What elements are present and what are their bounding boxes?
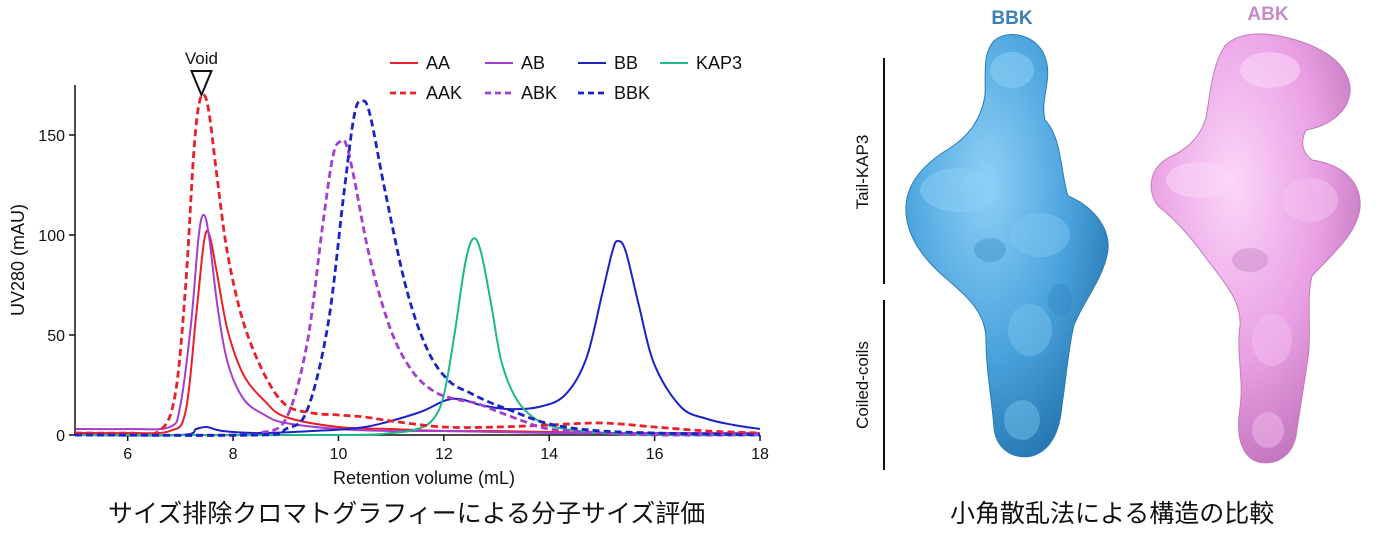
series-line-bb bbox=[74, 239, 761, 437]
y-tick-label: 100 bbox=[38, 228, 65, 245]
legend-label-bbk: BBK bbox=[614, 83, 650, 103]
void-triangle bbox=[189, 70, 213, 98]
legend-label-aak: AAK bbox=[426, 83, 462, 103]
y-tick-label: 50 bbox=[47, 328, 65, 345]
legend-label-ab: AB bbox=[521, 53, 545, 73]
structures-caption: 小角散乱法による構造の比較 bbox=[950, 499, 1275, 528]
x-axis-label: Retention volume (mL) bbox=[333, 468, 515, 488]
chart-series bbox=[74, 93, 761, 437]
legend-label-aa: AA bbox=[426, 53, 450, 73]
legend-label-kap3: KAP3 bbox=[696, 53, 742, 73]
sec-chart: 6 8 10 12 14 16 18 0 50 100 150 Void AA AB BB KAP3 AAK… bbox=[8, 49, 769, 488]
x-tick-label: 14 bbox=[540, 446, 558, 463]
x-tick-label: 16 bbox=[646, 446, 664, 463]
saxs-structures: Tail-KAP3 Coiled-coils BBK ABK bbox=[853, 4, 1361, 470]
legend-label-bb: BB bbox=[614, 53, 638, 73]
chart-legend: AA AB BB KAP3 AAK ABK BBK bbox=[390, 53, 742, 103]
x-tick-label: 10 bbox=[330, 446, 348, 463]
tail-kap3-label: Tail-KAP3 bbox=[853, 135, 872, 210]
series-line-aak bbox=[74, 93, 761, 436]
void-label: Void bbox=[185, 49, 218, 68]
series-line-abk bbox=[74, 138, 761, 437]
bbk-model-title: BBK bbox=[991, 8, 1032, 29]
series-line-aa bbox=[74, 229, 760, 435]
series-line-ab bbox=[74, 213, 760, 435]
series-line-kap3 bbox=[74, 237, 761, 437]
chart-caption: サイズ排除クロマトグラフィーによる分子サイズ評価 bbox=[108, 499, 706, 528]
y-tick-label: 150 bbox=[38, 128, 65, 145]
coiled-coils-label: Coiled-coils bbox=[853, 341, 872, 429]
x-tick-label: 12 bbox=[435, 446, 453, 463]
legend-label-abk: ABK bbox=[521, 83, 557, 103]
x-tick-label: 8 bbox=[229, 446, 238, 463]
series-line-bbk bbox=[74, 99, 761, 437]
x-tick-label: 18 bbox=[751, 446, 769, 463]
void-marker: Void bbox=[185, 49, 218, 98]
abk-model-title: ABK bbox=[1247, 4, 1288, 25]
abk-model-surface bbox=[1150, 33, 1361, 464]
y-axis-label: UV280 (mAU) bbox=[8, 204, 28, 316]
bbk-model-surface bbox=[905, 34, 1109, 458]
y-tick-label: 0 bbox=[56, 428, 65, 445]
x-tick-label: 6 bbox=[123, 446, 132, 463]
